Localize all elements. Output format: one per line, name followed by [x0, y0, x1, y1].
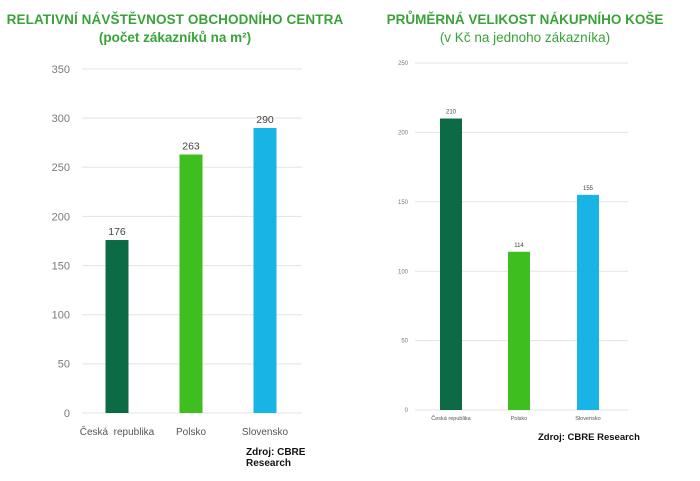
- category-label: Česká republika: [80, 425, 155, 438]
- data-label: 290: [256, 114, 274, 126]
- chart-subtitle: (počet zákazníků na m²): [98, 30, 252, 45]
- category-label: Polsko: [176, 427, 206, 438]
- category-label: Slovensko: [242, 427, 289, 438]
- y-tick-label: 150: [52, 260, 70, 272]
- data-label: 114: [514, 243, 524, 249]
- data-label: 176: [108, 226, 126, 238]
- y-tick-label: 150: [398, 200, 409, 206]
- chart-plot: 0 50 100 150 200 250 300 350 176 Česká republika 2…: [52, 64, 302, 438]
- bar-česká-republika: [105, 240, 129, 413]
- y-tick-label: 300: [52, 113, 70, 125]
- chart-title: PRŮMĚRNÁ VELIKOST NÁKUPNÍHO KOŠE: [386, 12, 664, 27]
- y-tick-label: 0: [64, 408, 70, 420]
- chart-source: Zdroj: CBRE Research: [246, 447, 306, 469]
- data-label: 155: [583, 186, 594, 192]
- bar-slovensko: [253, 127, 277, 413]
- bar-polsko: [179, 154, 203, 413]
- y-tick-label: 250: [52, 162, 70, 174]
- data-label: 263: [182, 141, 200, 153]
- y-tick-label: 100: [398, 269, 409, 275]
- chart-plot: 0 50 100 150 200 250 210 Česká republika 114 Pols…: [398, 61, 628, 422]
- chart-subtitle: (v Kč na jednoho zákazníka): [439, 30, 611, 45]
- chart-source: Zdroj: CBRE Research: [538, 432, 640, 443]
- category-label: Česká republika: [431, 415, 471, 422]
- y-tick-label: 50: [58, 359, 70, 371]
- y-tick-label: 50: [401, 339, 408, 345]
- y-tick-label: 250: [398, 61, 409, 67]
- y-tick-label: 350: [52, 64, 70, 76]
- chart-basket-size: PRŮMĚRNÁ VELIKOST NÁKUPNÍHO KOŠE (v Kč n…: [350, 0, 700, 481]
- y-tick-label: 100: [52, 310, 70, 322]
- y-tick-label: 0: [405, 408, 409, 414]
- y-tick-label: 200: [52, 211, 70, 223]
- bar-česká-republika: [440, 118, 462, 411]
- bar-polsko: [508, 251, 530, 410]
- category-label: Polsko: [511, 416, 528, 422]
- data-label: 210: [446, 110, 457, 116]
- chart-customer-visits: RELATIVNÍ NÁVŠTĚVNOST OBCHODNÍHO CENTRA …: [6, 12, 344, 469]
- chart-title: RELATIVNÍ NÁVŠTĚVNOST OBCHODNÍHO CENTRA: [6, 12, 344, 27]
- bar-slovensko: [577, 194, 599, 410]
- y-tick-label: 200: [398, 131, 409, 137]
- category-label: Slovensko: [575, 416, 600, 422]
